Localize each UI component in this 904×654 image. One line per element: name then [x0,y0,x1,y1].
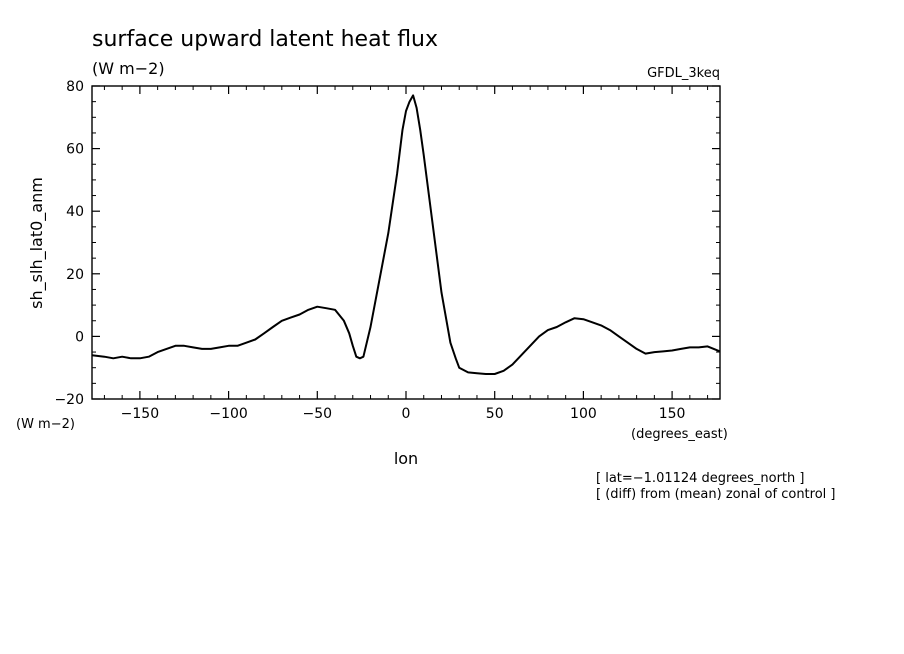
y-tick-label: 80 [66,79,84,95]
model-label: GFDL_3keq [647,66,720,81]
plot-frame [91,85,721,400]
note-latitude: [ lat=−1.01124 degrees_north ] [596,471,804,486]
x-tick-label: −100 [209,406,247,422]
series-line [91,94,721,375]
x-tick-label: 150 [659,406,686,422]
y-tick-label: 40 [66,204,84,220]
x-axis-units: (degrees_east) [631,427,728,442]
plot-area: −150 −100 −50 0 50 100 150 −20 0 20 40 60 80 [54,79,721,422]
y-tick-label: 20 [66,267,84,283]
y-axis-units: (W m−2) [16,417,75,432]
x-tick-label: 0 [402,406,411,422]
x-tick-label: −150 [121,406,159,422]
x-tick-label: −50 [303,406,333,422]
y-tick-label: 60 [66,142,84,158]
title-units: (W m−2) [92,59,165,78]
chart-title: surface upward latent heat flux [92,27,438,52]
y-tick-label: 0 [75,329,84,345]
x-tick-label: 50 [486,406,504,422]
note-diff: [ (diff) from (mean) zonal of control ] [596,487,835,502]
x-axis-label: lon [394,449,418,468]
y-tick-label: −20 [54,392,84,408]
y-axis-label: sh_slh_lat0_anm [27,177,47,309]
x-tick-label: 100 [570,406,597,422]
